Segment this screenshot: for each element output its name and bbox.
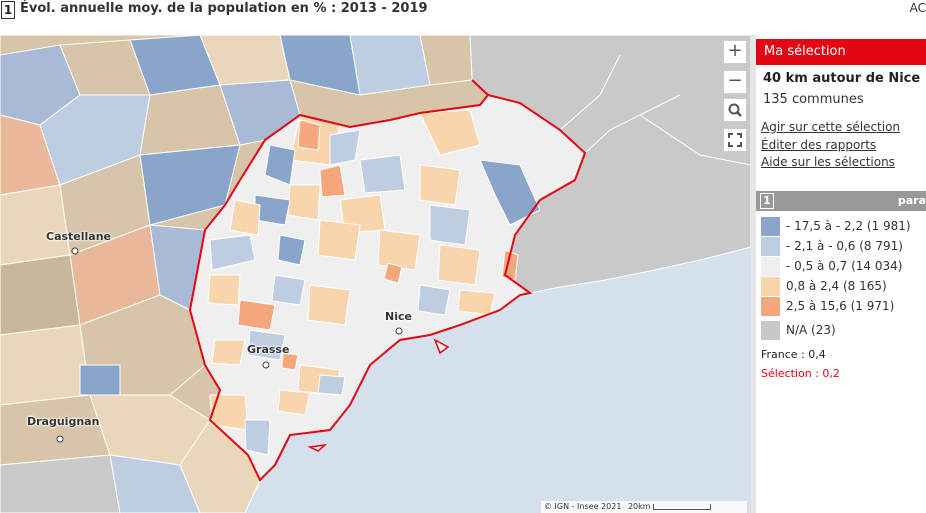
draguignan-marker	[56, 435, 64, 443]
legend-swatch	[761, 237, 780, 256]
city-label-draguignan: Draguignan	[27, 415, 100, 428]
legend-label: - 2,1 à - 0,6 (8 791)	[786, 239, 903, 253]
scale-text: 20km	[627, 502, 651, 511]
map-title: Évol. annuelle moy. de la population en …	[20, 1, 428, 16]
search-button[interactable]	[723, 98, 747, 122]
fullscreen-button[interactable]	[723, 128, 747, 152]
panel-divider[interactable]	[751, 35, 756, 513]
fullscreen-icon	[728, 133, 742, 147]
castellane-marker	[71, 247, 79, 255]
legend-swatch	[761, 217, 780, 236]
link-edit-reports[interactable]: Éditer des rapports	[761, 138, 877, 152]
top-bar: 1 Évol. annuelle moy. de la population e…	[0, 0, 926, 34]
credit-text: © IGN - Insee 2021	[544, 502, 622, 511]
legend-number-badge: 1	[760, 193, 774, 209]
link-act-on-selection[interactable]: Agir sur cette sélection	[761, 120, 901, 134]
search-icon	[728, 103, 742, 117]
legend-header-right[interactable]: para	[897, 194, 926, 207]
france-value: France : 0,4	[761, 348, 826, 361]
side-panel: Ma sélection 40 km autour de Nice 135 co…	[756, 35, 926, 513]
legend-swatch	[761, 277, 780, 296]
selection-header[interactable]: Ma sélection	[756, 39, 926, 65]
legend-label: N/A (23)	[786, 323, 836, 337]
city-label-castellane: Castellane	[46, 230, 112, 243]
legend-header: 1 para	[756, 191, 926, 211]
selection-name: 40 km autour de Nice	[763, 71, 921, 86]
scale-bar	[652, 503, 711, 510]
legend-swatch	[761, 321, 780, 340]
legend-label: 0,8 à 2,4 (8 165)	[786, 279, 887, 293]
top-right-text[interactable]: AC	[909, 1, 926, 15]
legend-label: - 17,5 à - 2,2 (1 981)	[786, 219, 911, 233]
selection-border	[188, 79, 587, 482]
legend-label: - 0,5 à 0,7 (14 034)	[786, 259, 903, 273]
legend-swatch	[761, 297, 780, 316]
legend-label: 2,5 à 15,6 (1 971)	[786, 299, 895, 313]
selection-count: 135 communes	[763, 92, 864, 107]
nice-marker	[395, 327, 403, 335]
city-label-nice: Nice	[385, 310, 412, 323]
selection-value: Sélection : 0,2	[761, 367, 840, 380]
city-label-grasse: Grasse	[247, 343, 290, 356]
map-credit: © IGN - Insee 2021 20km	[541, 501, 747, 513]
map-canvas[interactable]	[0, 35, 751, 513]
zoom-in-button[interactable]: +	[723, 40, 747, 64]
legend-swatch	[761, 257, 780, 276]
grasse-marker	[262, 361, 270, 369]
link-selection-help[interactable]: Aide sur les sélections	[761, 155, 895, 169]
zoom-out-button[interactable]: −	[723, 70, 747, 94]
map-view[interactable]: Castellane Nice Grasse Draguignan + −	[0, 35, 751, 513]
map-number-badge: 1	[1, 1, 15, 19]
